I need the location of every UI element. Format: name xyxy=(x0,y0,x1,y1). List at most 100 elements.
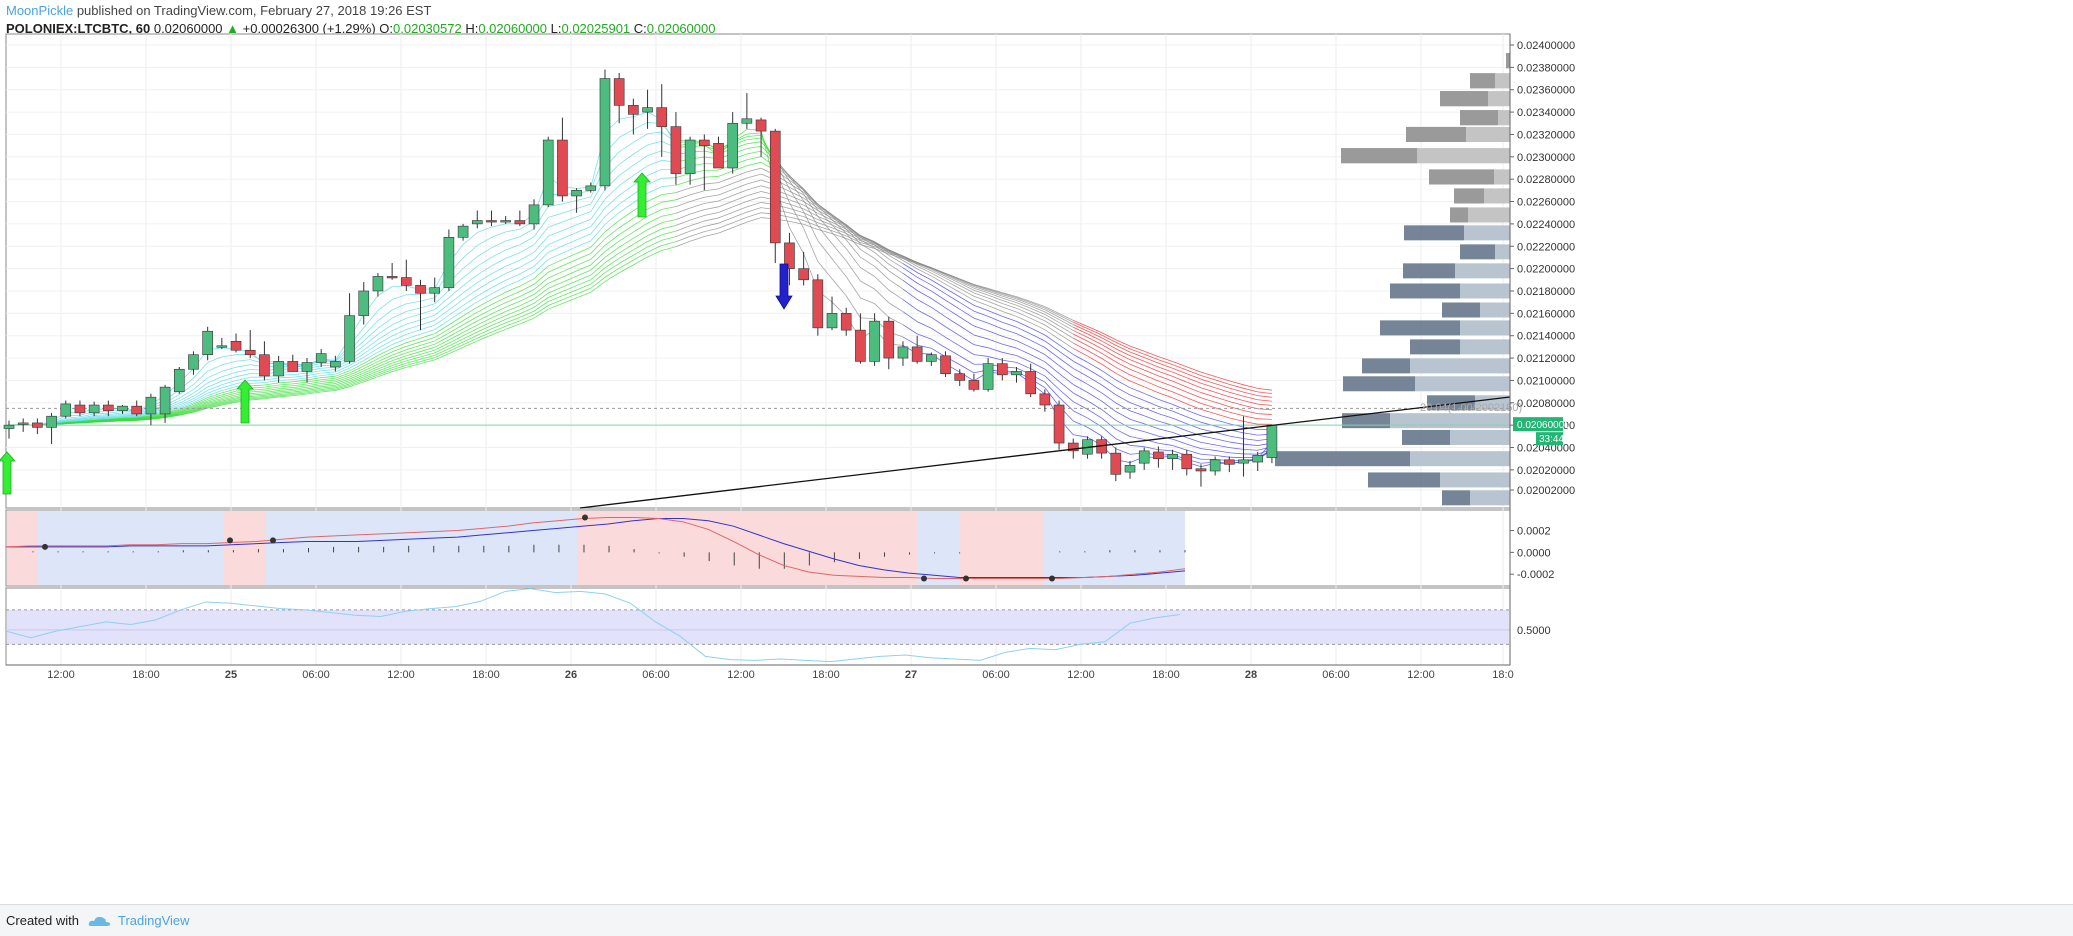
candle-body xyxy=(870,321,880,361)
candle-body xyxy=(799,269,809,280)
candle-body xyxy=(302,363,312,372)
y-tick-label: 0.02200000 xyxy=(1517,264,1575,276)
volume-profile-light-bar xyxy=(1498,110,1510,125)
x-tick-label: 18:00 xyxy=(472,669,500,681)
candle-body xyxy=(813,280,823,328)
candle-body xyxy=(572,190,582,196)
volume-profile-up-bar xyxy=(1495,244,1510,259)
candle-body xyxy=(728,123,738,168)
candle-body xyxy=(1111,453,1121,474)
candle-body xyxy=(1153,452,1163,459)
candle-body xyxy=(1139,451,1149,463)
candle-body xyxy=(444,237,454,287)
candle-body xyxy=(671,127,681,174)
candle-body xyxy=(1026,371,1036,393)
candle-body xyxy=(203,331,213,354)
oscillator-background-zone xyxy=(266,511,577,585)
volume-profile-down-bar xyxy=(1343,376,1415,391)
candle-body xyxy=(373,276,383,291)
trendline-label: 20.04(1.00/2002150) xyxy=(1420,402,1522,414)
candle-body xyxy=(4,425,14,428)
candle-body xyxy=(146,397,156,414)
volume-profile-up-bar xyxy=(1410,451,1510,466)
volume-profile-down-bar xyxy=(1442,302,1480,317)
tradingview-link[interactable]: TradingView xyxy=(118,913,190,928)
created-with-label: Created with xyxy=(6,913,79,928)
volume-profile-down-bar xyxy=(1402,430,1450,445)
oscillator-tick-label: 0.0002 xyxy=(1517,526,1551,538)
ema-ribbon-segment xyxy=(662,178,676,179)
candle-body xyxy=(259,355,269,376)
candle-body xyxy=(912,347,922,362)
x-tick-label: 12:00 xyxy=(1067,669,1095,681)
candle-body xyxy=(685,140,695,174)
volume-profile-gray-bar xyxy=(1460,110,1498,125)
candle-body xyxy=(941,356,951,374)
candle-body xyxy=(430,288,440,294)
y-tick-label: 0.02160000 xyxy=(1517,308,1575,320)
candle-body xyxy=(614,79,624,106)
candle-body xyxy=(557,140,567,196)
volume-profile-gray-bar xyxy=(1341,148,1417,163)
x-tick-label: 06:00 xyxy=(642,669,670,681)
volume-profile-up-bar xyxy=(1460,283,1510,298)
candle-body xyxy=(89,405,99,413)
candle-body xyxy=(231,341,241,350)
oscillator-cross-dot xyxy=(963,576,969,582)
oscillator-background-zone xyxy=(1044,511,1185,585)
volume-profile-down-bar xyxy=(1404,225,1464,240)
volume-profile-down-bar xyxy=(1403,263,1455,278)
candle-body xyxy=(1224,460,1234,464)
oscillator-cross-dot xyxy=(921,576,927,582)
candle-body xyxy=(501,221,511,223)
volume-profile-gray-bar xyxy=(1470,73,1495,88)
candle-body xyxy=(643,108,653,112)
ema-ribbon-segment xyxy=(392,286,406,287)
volume-profile-up-bar xyxy=(1455,263,1510,278)
volume-profile-up-bar xyxy=(1390,413,1510,428)
candle-body xyxy=(47,416,57,427)
volume-profile-down-bar xyxy=(1390,283,1460,298)
countdown-tag-label: 33:44 xyxy=(1539,434,1564,445)
candle-body xyxy=(1239,460,1249,463)
x-tick-label: 12:00 xyxy=(47,669,75,681)
volume-profile-up-bar xyxy=(1470,490,1510,505)
candle-body xyxy=(61,404,71,416)
rsi-tick-label: 0.5000 xyxy=(1517,625,1551,637)
volume-profile-light-bar xyxy=(1417,148,1510,163)
y-tick-label: 0.02120000 xyxy=(1517,353,1575,365)
x-tick-label: 28 xyxy=(1245,669,1257,681)
volume-profile-light-bar xyxy=(1488,91,1510,106)
volume-profile-down-bar xyxy=(1410,339,1460,354)
volume-profile-gray-bar xyxy=(1506,53,1510,68)
candle-body xyxy=(1210,460,1220,471)
candle-body xyxy=(955,374,965,381)
oscillator-cross-dot xyxy=(1049,576,1055,582)
volume-profile-down-bar xyxy=(1362,358,1410,373)
ema-ribbon-segment xyxy=(1229,457,1243,458)
candle-body xyxy=(274,361,284,376)
candle-body xyxy=(983,364,993,390)
candle-body xyxy=(1054,405,1064,443)
candle-body xyxy=(288,361,298,371)
candle-body xyxy=(898,347,908,358)
y-tick-label: 0.02380000 xyxy=(1517,62,1575,74)
oscillator-tick-label: -0.0002 xyxy=(1517,569,1554,581)
y-tick-label: 0.02220000 xyxy=(1517,241,1575,253)
oscillator-cross-dot xyxy=(270,537,276,543)
volume-profile-down-bar xyxy=(1460,244,1495,259)
x-tick-label: 18:00 xyxy=(1152,669,1180,681)
y-tick-label: 0.02360000 xyxy=(1517,85,1575,97)
volume-profile-up-bar xyxy=(1450,430,1510,445)
candle-body xyxy=(529,205,539,224)
volume-profile-down-bar xyxy=(1275,451,1410,466)
candle-body xyxy=(884,321,894,358)
volume-profile-light-bar xyxy=(1494,169,1510,184)
candle-body xyxy=(969,380,979,389)
x-tick-label: 06:00 xyxy=(1322,669,1350,681)
candle-body xyxy=(486,221,496,223)
candle-body xyxy=(330,361,340,367)
candle-body xyxy=(188,355,198,370)
candle-body xyxy=(1040,394,1050,405)
